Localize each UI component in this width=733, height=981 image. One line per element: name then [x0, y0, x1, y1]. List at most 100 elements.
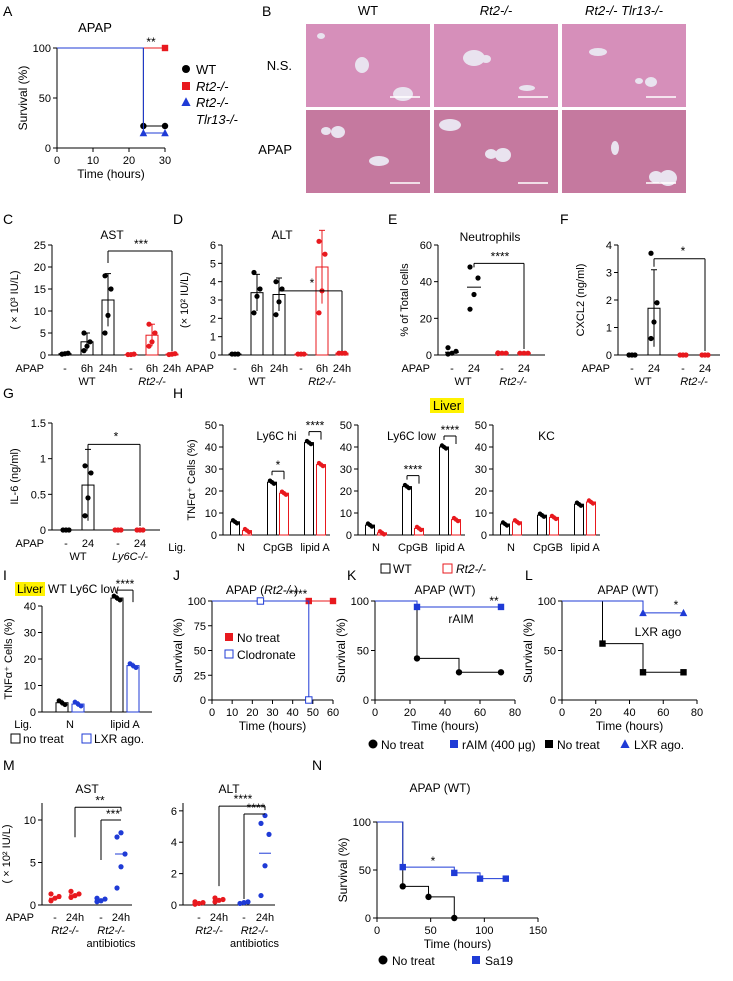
panel-c-point — [146, 343, 152, 349]
panel-i-title-rest: WT Ly6C low — [48, 582, 119, 596]
histology-vessel — [485, 149, 497, 159]
panel-m-alt-category-label: 24h — [210, 912, 228, 924]
panel-k-y-tick-label: 0 — [363, 695, 369, 707]
panel-g-point — [88, 470, 94, 476]
panel-d-category-label: - — [299, 363, 303, 375]
panel-letter-F: F — [560, 211, 569, 227]
panel-h-point — [578, 503, 584, 508]
panel-f-y-tick-label: 4 — [606, 240, 612, 252]
panel-c-row-label: APAP — [15, 363, 44, 375]
panel-n-series-line-0 — [377, 821, 455, 918]
panel-h-title: Liver — [433, 398, 462, 413]
panel-m-ast-y-tick-label: 0 — [30, 900, 36, 912]
histology-image — [434, 24, 558, 107]
panel-m-ast-y-tick-label: 5 — [30, 858, 36, 870]
panel-letter-I: I — [3, 567, 7, 583]
panel-h-category-label: N — [372, 542, 380, 554]
panel-c-point — [105, 312, 111, 318]
panel-h-legend-label: WT — [393, 562, 412, 576]
panel-d-y-tick-label: 1 — [210, 332, 216, 344]
panel-l-x-tick-label: 40 — [623, 707, 635, 719]
panel-e-point — [525, 350, 531, 356]
panel-m-ast-category-label: 24h — [112, 912, 130, 924]
panel-k-x-tick-label: 60 — [474, 707, 486, 719]
panel-c-point — [81, 348, 87, 354]
panel-m-alt-point — [212, 899, 218, 905]
panel-h-legend-swatch — [442, 563, 453, 574]
panel-d-point — [316, 310, 322, 316]
panel-c-group-label: WT — [78, 376, 95, 388]
panel-d-row-label: APAP — [185, 363, 214, 375]
panel-j-x-tick-label: 10 — [226, 707, 238, 719]
panel-k-title: APAP (WT) — [415, 583, 476, 597]
panel-h-bar — [267, 481, 277, 536]
panel-a-title: APAP — [78, 20, 112, 35]
panel-letter-M: M — [3, 757, 15, 773]
panel-f-category-label: 24 — [648, 363, 660, 375]
panel-j-x-tick-label: 30 — [266, 707, 278, 719]
panel-m-alt-point — [237, 900, 243, 907]
panel-n-legend-label: Sa19 — [485, 954, 513, 968]
panel-h-bar — [586, 501, 596, 536]
panel-e-point — [495, 350, 501, 356]
panel-k-y-tick-label: 100 — [351, 596, 369, 608]
panel-j-legend-label: No treat — [237, 631, 280, 645]
panel-h-point — [590, 501, 596, 506]
panel-letter-E: E — [388, 211, 397, 227]
panel-h-annotation: **** — [404, 463, 423, 477]
panel-h-1-y-tick-label: 50 — [340, 420, 352, 432]
panel-l-y-tick-label: 50 — [544, 646, 556, 658]
panel-c-y-tick-label: 5 — [40, 328, 46, 340]
panel-e-annotation: **** — [491, 249, 510, 263]
panel-k-point — [497, 669, 505, 676]
panel-d-point — [254, 293, 260, 299]
panel-i-y-tick-label: 20 — [24, 654, 36, 666]
histology-column-label: Rt2-/- Tlr13-/- — [585, 3, 664, 18]
panel-a-y-tick-label: 100 — [33, 43, 51, 55]
panel-m-ast-point — [76, 891, 82, 897]
panel-f-y-tick-label: 2 — [606, 295, 612, 307]
panel-m-alt-group-label: Rt2-/- — [195, 925, 223, 937]
panel-i-legend-swatch — [10, 733, 21, 744]
panel-j-title: APAP (Rt2-/-) — [226, 583, 298, 597]
panel-d-category-label: 6h — [316, 363, 328, 375]
panel-i-point — [78, 703, 84, 709]
panel-h-0-y-tick-label: 10 — [205, 508, 217, 520]
panel-a-x-tick-label: 20 — [123, 155, 135, 167]
panel-h-0-y-tick-label: 20 — [205, 486, 217, 498]
panel-k-point — [497, 603, 505, 611]
panel-i-title-liver: Liver — [17, 582, 43, 596]
histology-row-label: N.S. — [267, 58, 292, 73]
panel-h-bar — [439, 446, 449, 536]
histology-vessel — [495, 148, 511, 162]
panel-c-point — [172, 351, 178, 357]
panel-h-subpanel-title: Ly6C low — [387, 429, 436, 443]
panel-c-y-tick-label: 10 — [34, 306, 46, 318]
panel-h-2-y-tick-label: 10 — [475, 508, 487, 520]
panel-j-point — [305, 696, 313, 704]
panel-k-x-tick-label: 40 — [439, 707, 451, 719]
panel-m-ast-point — [114, 834, 120, 840]
panel-k-series-line-1 — [375, 600, 501, 608]
panel-h-0-y-tick-label: 0 — [211, 530, 217, 542]
panel-l-x-tick-label: 0 — [559, 707, 565, 719]
panel-g-annotation: * — [114, 429, 119, 443]
panel-a-y-tick-label: 0 — [45, 143, 51, 155]
panel-f-row-label: APAP — [581, 363, 610, 375]
panel-i-y-tick-label: 40 — [24, 601, 36, 613]
panel-h-row-label: Lig. — [168, 542, 186, 554]
panel-g-point — [66, 527, 72, 533]
panel-m-alt-category-label: 24h — [256, 912, 274, 924]
panel-g-row-label: APAP — [15, 538, 44, 550]
panel-m-ast-point — [94, 895, 100, 901]
panel-a-legend-rt2-tlr13-a: Rt2-/- — [196, 95, 229, 110]
panel-m-alt-y-tick-label: 2 — [171, 869, 177, 881]
panel-f-category-label: 24 — [699, 363, 711, 375]
panel-d-point — [279, 286, 285, 292]
panel-h-ylabel: TNFα⁺ Cells (%) — [186, 439, 198, 520]
panel-h-2-y-tick-label: 40 — [475, 442, 487, 454]
panel-e-point — [467, 306, 473, 312]
panel-g-y-tick-label: 0.5 — [31, 489, 46, 501]
panel-c-annotation: *** — [134, 237, 148, 251]
panel-m-alt-point — [245, 899, 251, 905]
